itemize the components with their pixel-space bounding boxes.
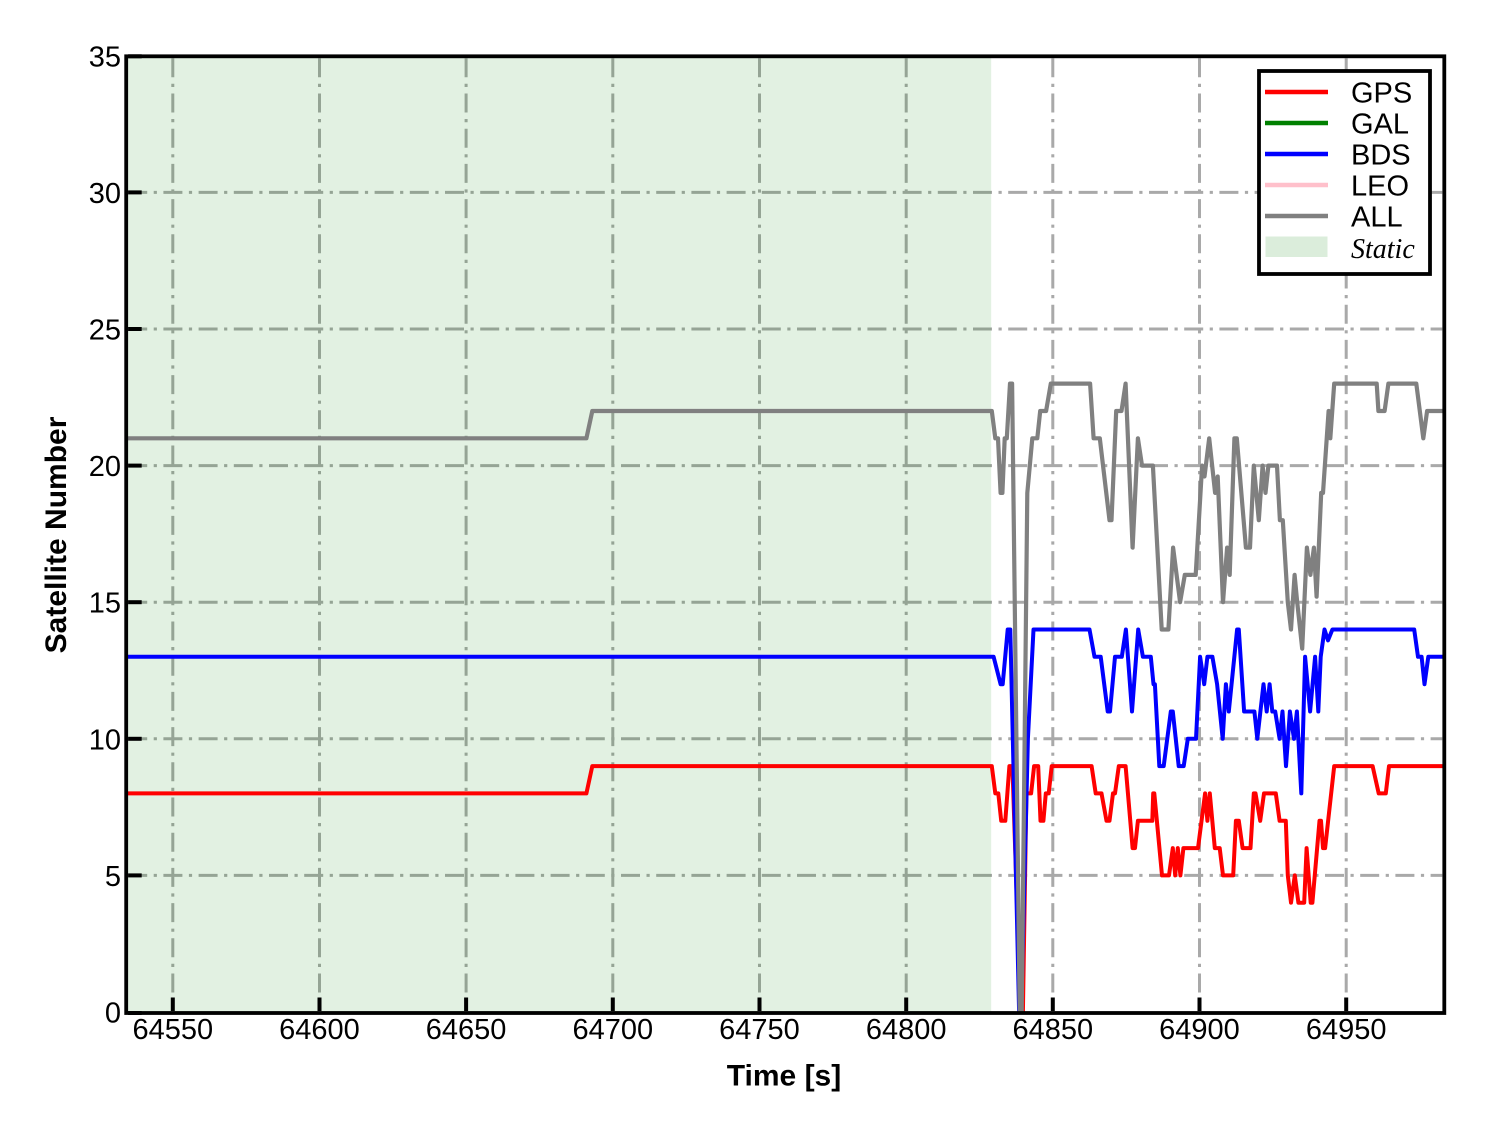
- svg-text:Time [s]: Time [s]: [727, 1060, 841, 1093]
- svg-text:LEO: LEO: [1351, 171, 1409, 203]
- svg-text:Static: Static: [1351, 234, 1415, 265]
- svg-text:0: 0: [105, 998, 121, 1030]
- svg-text:64900: 64900: [1159, 1014, 1240, 1046]
- svg-text:15: 15: [89, 588, 121, 620]
- svg-text:Satellite Number: Satellite Number: [40, 416, 73, 653]
- svg-text:64650: 64650: [426, 1014, 507, 1046]
- svg-text:64700: 64700: [572, 1014, 653, 1046]
- svg-text:64950: 64950: [1306, 1014, 1387, 1046]
- svg-text:10: 10: [89, 724, 121, 756]
- svg-text:64850: 64850: [1012, 1014, 1093, 1046]
- svg-text:64800: 64800: [866, 1014, 947, 1046]
- svg-text:35: 35: [89, 41, 121, 73]
- svg-text:GAL: GAL: [1351, 109, 1409, 141]
- svg-text:20: 20: [89, 451, 121, 483]
- svg-text:GPS: GPS: [1351, 78, 1412, 110]
- svg-text:ALL: ALL: [1351, 202, 1403, 234]
- svg-text:BDS: BDS: [1351, 140, 1411, 172]
- svg-text:64750: 64750: [719, 1014, 800, 1046]
- svg-text:25: 25: [89, 315, 121, 347]
- svg-text:64600: 64600: [279, 1014, 360, 1046]
- svg-text:30: 30: [89, 178, 121, 210]
- svg-text:5: 5: [105, 861, 121, 893]
- svg-text:64550: 64550: [132, 1014, 213, 1046]
